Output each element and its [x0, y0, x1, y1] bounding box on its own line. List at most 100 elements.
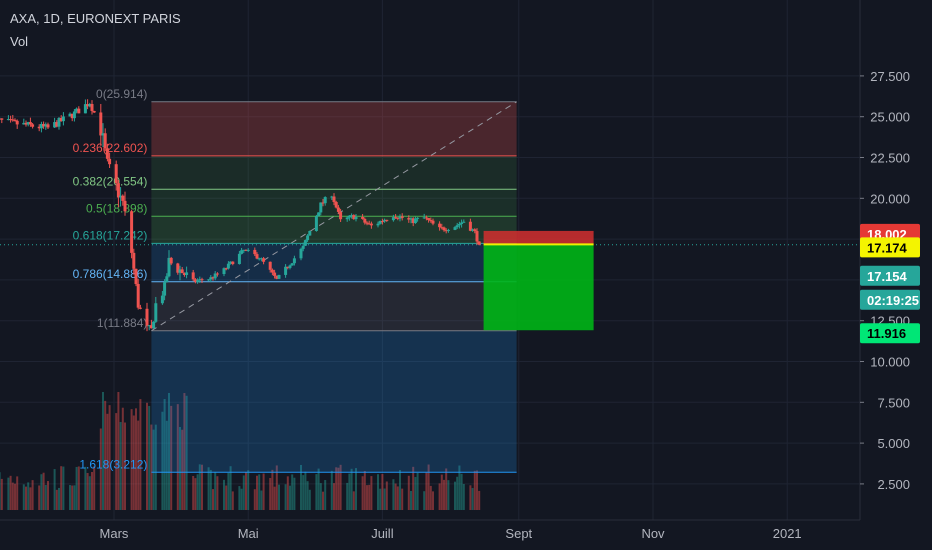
- volume-bar: [304, 471, 307, 510]
- volume-bar: [86, 472, 89, 510]
- time-axis-background: [0, 520, 860, 550]
- volume-bar: [462, 483, 465, 510]
- candle-body: [275, 275, 279, 279]
- volume-bar: [240, 488, 243, 510]
- candle-body: [268, 261, 272, 270]
- position-tool[interactable]: [483, 230, 594, 331]
- candle-body: [383, 219, 387, 222]
- candle-body: [119, 195, 123, 198]
- candle-body: [319, 202, 323, 213]
- volume-bar: [245, 471, 247, 510]
- volume-bar: [231, 491, 234, 510]
- candle-body: [475, 231, 479, 242]
- volume-bar: [130, 409, 133, 510]
- candle-body: [361, 217, 365, 219]
- fib-trend-line[interactable]: [151, 101, 517, 332]
- candle-body: [191, 272, 195, 280]
- volume-bar: [146, 402, 148, 510]
- candle-body: [396, 217, 400, 219]
- volume-bar: [168, 392, 170, 510]
- stop-loss-zone[interactable]: [483, 230, 594, 245]
- candle-body: [455, 225, 459, 228]
- volume-bar: [396, 486, 399, 510]
- candle-body: [468, 221, 472, 231]
- volume-bar: [322, 491, 324, 510]
- fib-zone: [151, 243, 517, 282]
- volume-bar: [0, 478, 3, 510]
- volume-bar: [102, 392, 104, 510]
- candle-body: [255, 254, 259, 259]
- volume-bar: [75, 466, 78, 510]
- candle-body: [306, 235, 310, 241]
- candle-body: [365, 222, 369, 224]
- volume-bar: [132, 415, 135, 510]
- candle-body: [345, 217, 349, 220]
- volume-bar: [62, 466, 65, 510]
- volume-bar: [317, 468, 320, 510]
- volume-bar: [427, 464, 430, 510]
- fibonacci-retracement[interactable]: 0(25.914) 0.236(22.602) 0.382(20.554) 0.5(1…: [0, 87, 860, 473]
- volume-bar: [370, 476, 373, 510]
- volume-bar: [104, 400, 107, 510]
- time-tick-label: Mai: [238, 526, 259, 541]
- candle-body: [391, 217, 395, 221]
- candle-body: [61, 116, 65, 122]
- candle-body: [352, 215, 356, 220]
- candle-body: [446, 229, 450, 231]
- volume-bar: [306, 481, 309, 510]
- volume-bar: [440, 474, 443, 510]
- candle-body: [154, 303, 158, 322]
- volume-bar: [473, 470, 476, 510]
- symbol-title[interactable]: AXA, 1D, EURONEXT PARIS: [10, 11, 181, 26]
- time-axis[interactable]: Mars Mai Juill Sept Nov 2021: [0, 519, 860, 550]
- volume-bar: [458, 465, 461, 510]
- candle-body: [147, 325, 151, 327]
- candle-body: [471, 229, 475, 231]
- candle-body: [46, 124, 50, 128]
- volume-bar: [117, 392, 120, 510]
- volume-bar: [214, 472, 217, 510]
- candle-body: [215, 273, 219, 275]
- volume-bar: [55, 489, 58, 510]
- candle-body: [273, 272, 277, 276]
- volume-indicator-label[interactable]: Vol: [10, 34, 29, 49]
- volume-bar: [176, 404, 179, 510]
- candle-body: [103, 133, 107, 149]
- volume-bar: [319, 483, 322, 510]
- price-axis[interactable]: 2.5005.0007.50010.00012.50015.00017.5002…: [859, 0, 932, 550]
- take-profit-zone[interactable]: [483, 244, 594, 331]
- candles-layer: [0, 99, 481, 332]
- candle-body: [385, 219, 389, 221]
- candle-body: [70, 113, 74, 119]
- candle-body: [13, 119, 17, 121]
- candle-body: [178, 269, 182, 273]
- candle-body: [442, 227, 446, 231]
- volume-bar: [253, 489, 256, 510]
- candle-body: [323, 197, 327, 204]
- volume-bar: [438, 483, 441, 510]
- candle-body: [339, 211, 343, 220]
- price-tick-label: 25.000: [870, 110, 910, 125]
- last-price-label: 17.154: [867, 269, 908, 284]
- fib-zone: [151, 101, 517, 156]
- target-price-badge: [860, 323, 920, 344]
- price-tick-label: 2.500: [877, 477, 910, 492]
- volume-bar: [183, 393, 186, 510]
- volume-bar: [106, 413, 109, 510]
- volume-bar: [368, 484, 371, 510]
- candle-body: [145, 308, 149, 326]
- time-tick-label: Mars: [100, 526, 129, 541]
- volume-bar: [14, 483, 16, 510]
- volume-bar: [22, 484, 25, 510]
- volume-bar: [198, 464, 201, 510]
- volume-bar: [324, 480, 327, 510]
- volume-bar: [256, 475, 258, 510]
- candle-body: [90, 103, 94, 111]
- candle-body: [15, 120, 19, 125]
- candle-body: [138, 307, 142, 309]
- candle-body: [72, 111, 76, 119]
- fib-level-label: 1.618(3.212): [79, 457, 147, 471]
- candle-body: [317, 212, 321, 217]
